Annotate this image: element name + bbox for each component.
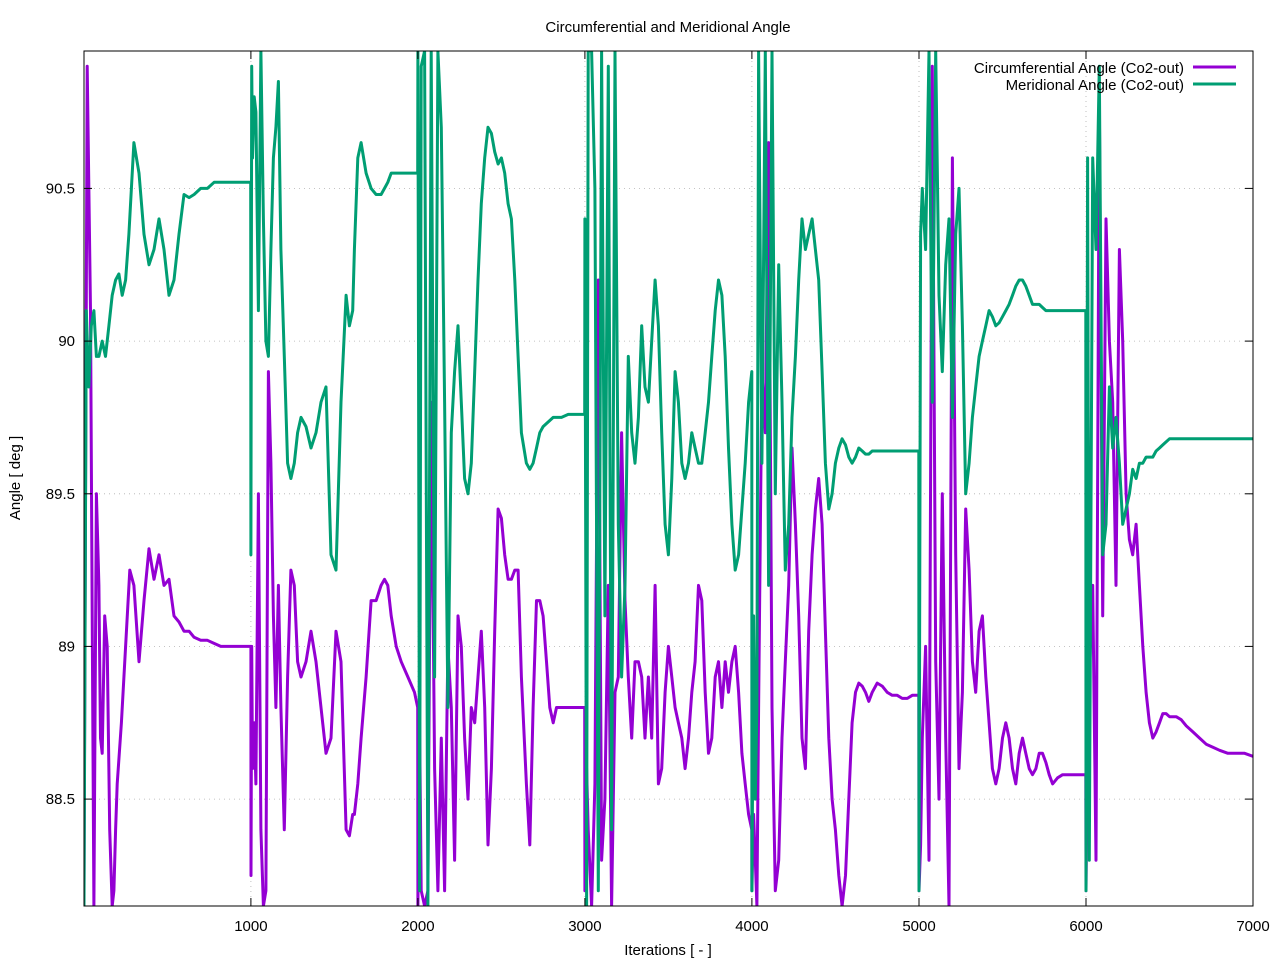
y-axis-label: Angle [ deg ]	[7, 436, 24, 520]
x-tick-label: 1000	[234, 918, 267, 935]
x-tick-label: 7000	[1236, 918, 1269, 935]
x-tick-label: 6000	[1069, 918, 1102, 935]
y-tick-label: 88.5	[46, 791, 75, 808]
series-lines	[84, 51, 1253, 906]
axis-ticks: 1000 2000 3000 4000 5000 6000 7000 88.5 89 89.5 90…	[46, 51, 1270, 935]
y-tick-label: 89	[58, 638, 75, 655]
y-tick-label: 90.5	[46, 180, 75, 197]
legend-label-circumferential: Circumferential Angle (Co2-out)	[974, 60, 1184, 77]
x-tick-label: 2000	[401, 918, 434, 935]
y-tick-label: 90	[58, 333, 75, 350]
series-line-meridional	[84, 51, 1253, 906]
x-tick-label: 4000	[735, 918, 768, 935]
legend: Circumferential Angle (Co2-out) Meridion…	[974, 60, 1236, 94]
chart-title: Circumferential and Meridional Angle	[545, 19, 790, 36]
plot-frame	[83, 50, 1254, 907]
series-line-circumferential	[84, 64, 1253, 906]
y-tick-label: 89.5	[46, 486, 75, 503]
x-tick-label: 5000	[902, 918, 935, 935]
legend-label-meridional: Meridional Angle (Co2-out)	[1006, 77, 1184, 94]
x-tick-label: 3000	[568, 918, 601, 935]
x-axis-label: Iterations [ - ]	[624, 942, 712, 959]
